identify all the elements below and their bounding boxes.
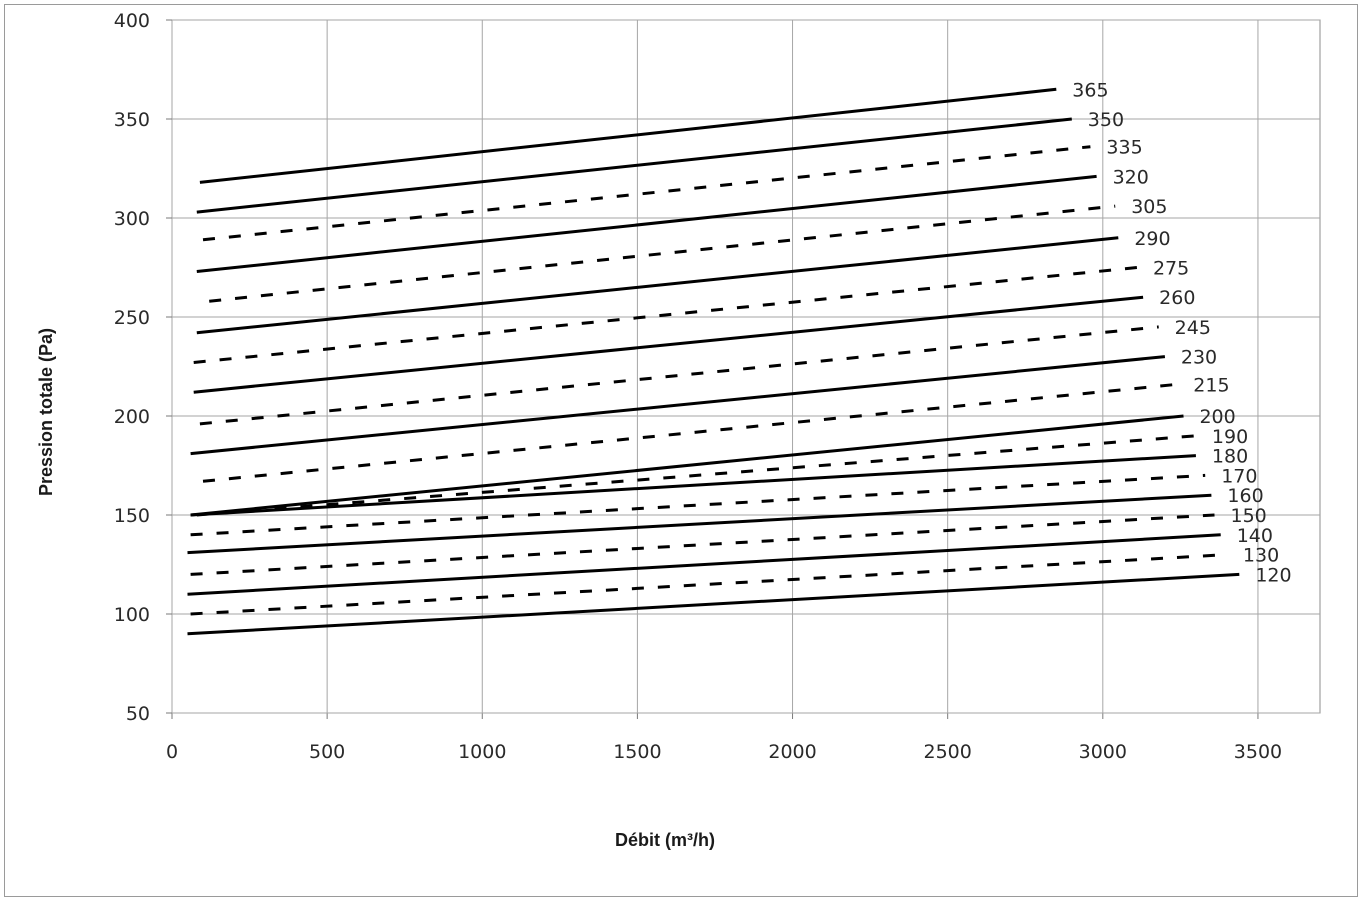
curve-labels: 3653503353203052902752602452302152001901… xyxy=(1072,79,1291,586)
series-line-160 xyxy=(187,493,1212,555)
curve-label-150: 150 xyxy=(1231,505,1267,527)
y-tick-label: 150 xyxy=(114,505,150,527)
y-tick-label: 250 xyxy=(114,307,150,329)
x-tick-label: 500 xyxy=(309,741,345,763)
x-tick-label: 3000 xyxy=(1079,741,1127,763)
curve-label-200: 200 xyxy=(1199,406,1235,428)
series-line-365 xyxy=(199,87,1057,184)
curve-label-160: 160 xyxy=(1227,485,1263,507)
y-tick-label: 200 xyxy=(114,406,150,428)
curve-label-365: 365 xyxy=(1072,79,1108,101)
series-line-190 xyxy=(196,434,1197,517)
y-tick-label: 400 xyxy=(114,10,150,32)
x-tick-label: 1000 xyxy=(458,741,506,763)
axis-ticks: 0 500 1000 1500 2000 2500 3000 3500 50 100 150 200 2… xyxy=(114,10,1282,763)
series-line-200 xyxy=(190,414,1184,517)
y-tick-label: 50 xyxy=(126,703,150,725)
series-line-140 xyxy=(187,533,1221,596)
series-line-230 xyxy=(190,355,1166,456)
y-tick-label: 300 xyxy=(114,208,150,230)
series-line-130 xyxy=(190,553,1227,616)
y-axis-title: Pression totale (Pa) xyxy=(36,328,56,496)
x-tick-label: 2500 xyxy=(923,741,971,763)
series-line-120 xyxy=(187,572,1240,636)
series-line-305 xyxy=(209,204,1116,303)
x-tick-label: 0 xyxy=(166,741,178,763)
series-line-260 xyxy=(193,295,1144,394)
series-line-335 xyxy=(202,145,1091,242)
series-line-350 xyxy=(196,117,1072,214)
curve-label-140: 140 xyxy=(1237,525,1273,547)
curve-label-170: 170 xyxy=(1221,465,1257,487)
grid xyxy=(166,19,1321,719)
curve-label-230: 230 xyxy=(1181,347,1217,369)
curve-label-335: 335 xyxy=(1106,137,1142,159)
curve-label-350: 350 xyxy=(1088,109,1124,131)
curve-label-215: 215 xyxy=(1193,374,1229,396)
curve-label-190: 190 xyxy=(1212,426,1248,448)
x-tick-label: 3500 xyxy=(1234,741,1282,763)
curve-label-290: 290 xyxy=(1134,228,1170,250)
curve-label-275: 275 xyxy=(1153,258,1189,280)
curve-label-305: 305 xyxy=(1131,196,1167,218)
series-line-215 xyxy=(202,382,1178,483)
series-line-290 xyxy=(196,236,1119,335)
y-tick-label: 350 xyxy=(114,109,150,131)
series-line-180 xyxy=(190,454,1196,517)
series-line-275 xyxy=(193,266,1138,364)
curve-label-120: 120 xyxy=(1255,564,1291,586)
curve-label-320: 320 xyxy=(1113,166,1149,188)
series-line-245 xyxy=(199,325,1159,426)
series-lines xyxy=(187,87,1240,636)
curve-label-130: 130 xyxy=(1243,545,1279,567)
curve-label-260: 260 xyxy=(1159,287,1195,309)
series-line-320 xyxy=(196,174,1097,273)
x-tick-label: 2000 xyxy=(768,741,816,763)
curve-label-245: 245 xyxy=(1175,317,1211,339)
x-tick-label: 1500 xyxy=(613,741,661,763)
y-tick-label: 100 xyxy=(114,604,150,626)
curve-label-180: 180 xyxy=(1212,446,1248,468)
x-axis-title: Débit (m³/h) xyxy=(615,830,715,850)
